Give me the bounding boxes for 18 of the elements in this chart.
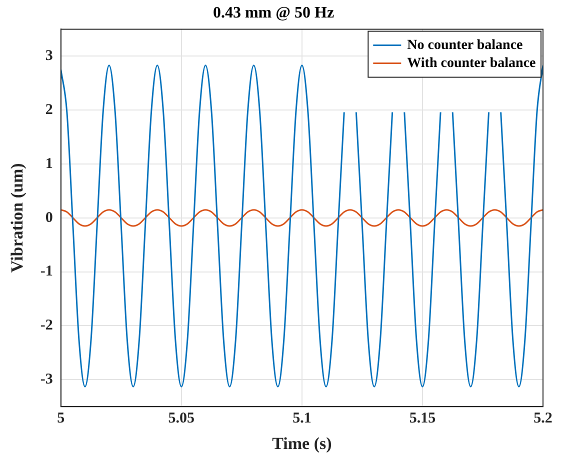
x-axis-title: Time (s)	[272, 434, 332, 454]
x-tick-label: 5.1	[292, 410, 312, 426]
y-tick-label: -1	[40, 264, 53, 280]
legend-label: With counter balance	[407, 56, 536, 71]
y-tick-label: 3	[45, 48, 53, 64]
x-tick-label: 5.2	[534, 410, 552, 426]
legend-label: No counter balance	[407, 38, 523, 53]
x-tick-label: 5	[57, 410, 65, 426]
y-axis-title: Vibration (um)	[8, 163, 27, 273]
x-tick-label: 5.15	[409, 410, 436, 426]
y-tick-label: -3	[40, 372, 53, 388]
y-tick-label: 2	[45, 102, 53, 118]
x-tick-label: 5.05	[168, 410, 195, 426]
y-tick-label: 1	[45, 156, 53, 172]
y-tick-label: -2	[40, 318, 53, 334]
chart-title: 0.43 mm @ 50 Hz	[212, 4, 334, 22]
y-tick-label: 0	[45, 210, 53, 226]
line-series	[60, 209, 543, 227]
